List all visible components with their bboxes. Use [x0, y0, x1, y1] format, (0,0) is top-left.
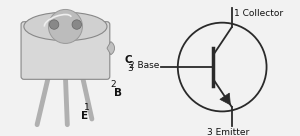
Wedge shape [107, 42, 115, 55]
Text: 3 Emitter: 3 Emitter [207, 128, 249, 136]
Text: 1: 1 [84, 103, 90, 112]
Text: 2: 2 [111, 80, 116, 89]
Circle shape [72, 20, 82, 29]
Text: E: E [80, 111, 88, 121]
Ellipse shape [24, 12, 107, 41]
Text: B: B [114, 88, 122, 98]
Text: 2 Base: 2 Base [128, 61, 159, 70]
Text: C: C [125, 55, 133, 65]
Text: 1 Collector: 1 Collector [235, 9, 284, 18]
Circle shape [50, 20, 59, 29]
Polygon shape [220, 93, 230, 105]
Circle shape [48, 9, 82, 43]
FancyBboxPatch shape [21, 22, 110, 79]
Text: 3: 3 [127, 64, 133, 73]
